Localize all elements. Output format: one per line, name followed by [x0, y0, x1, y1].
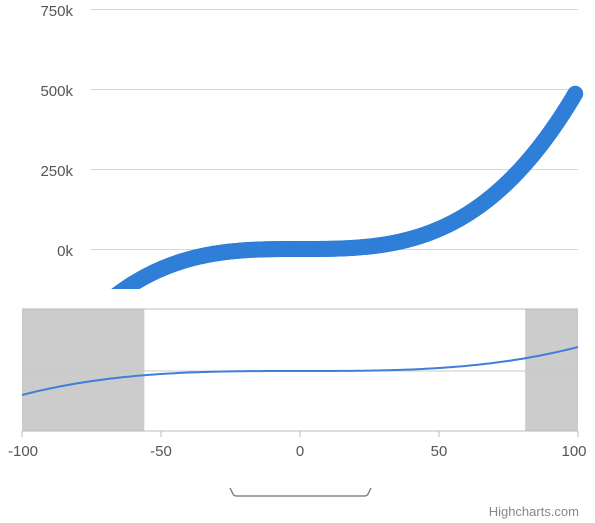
- scatter-point: [104, 290, 120, 306]
- y-tick-label: 500k: [40, 83, 73, 100]
- navigator[interactable]: [21, 308, 579, 432]
- x-tick-label: -100: [8, 443, 38, 460]
- scatter-point: [111, 288, 119, 289]
- y-gridlines: [91, 9, 578, 250]
- navigator-series-line: [21, 346, 579, 396]
- scatter-point: [100, 294, 116, 310]
- scatter-point: [99, 295, 115, 311]
- x-tick-label: 0: [296, 443, 304, 460]
- scatter-point: [102, 292, 118, 308]
- navigator-mask-left: [22, 309, 145, 431]
- scatter-point: [111, 287, 122, 289]
- y-tick-label: 250k: [40, 163, 73, 180]
- x-tick-label: 100: [561, 443, 586, 460]
- y-axis: 750k 500k 250k 0k: [40, 3, 73, 260]
- y-tick-label: 750k: [40, 3, 73, 20]
- navigator-mask-right: [525, 309, 578, 431]
- x-axis: -100 -50 0 50 100: [8, 431, 587, 460]
- scatter-point: [567, 85, 584, 102]
- y-tick-label: 0k: [57, 243, 73, 260]
- scrollbar-handle[interactable]: [229, 487, 372, 497]
- scatter-point: [103, 291, 119, 307]
- scatter-point: [106, 289, 122, 305]
- x-tick-label: 50: [431, 443, 448, 460]
- credits-link[interactable]: Highcharts.com: [489, 504, 579, 519]
- scatter-series: [99, 85, 584, 311]
- x-tick-label: -50: [150, 443, 172, 460]
